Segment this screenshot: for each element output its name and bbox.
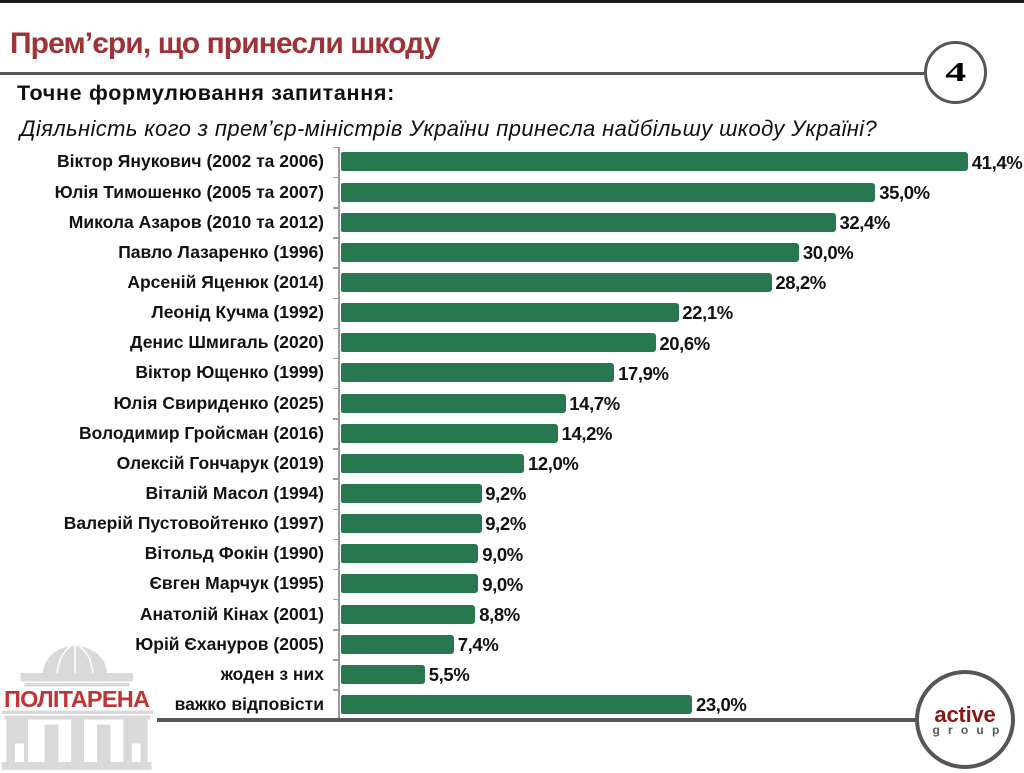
svg-text:ПОЛІТАРЕНА: ПОЛІТАРЕНА [4,686,150,712]
